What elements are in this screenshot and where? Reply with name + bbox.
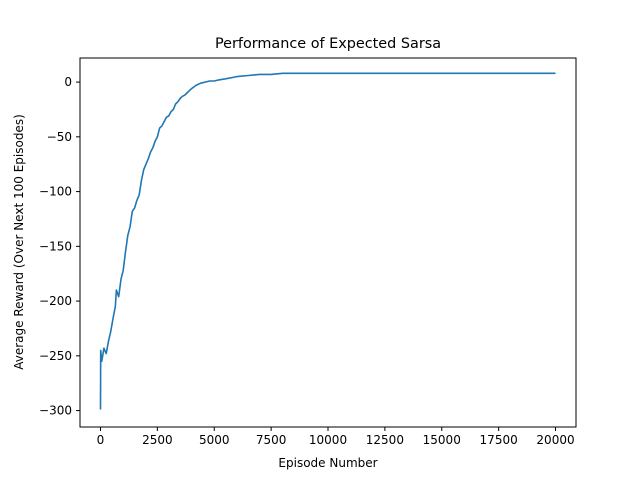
y-tick-label: 0 [64, 75, 72, 89]
x-tick-label: 10000 [309, 433, 347, 447]
x-tick-label: 15000 [423, 433, 461, 447]
y-tick-label: −150 [39, 239, 72, 253]
x-tick-label: 12500 [366, 433, 404, 447]
y-tick-label: −100 [39, 185, 72, 199]
y-axis-label: Average Reward (Over Next 100 Episodes) [12, 114, 26, 370]
x-tick-label: 20000 [536, 433, 574, 447]
x-tick-label: 0 [97, 433, 105, 447]
y-tick-label: −250 [39, 349, 72, 363]
x-tick-label: 5000 [199, 433, 230, 447]
chart-title: Performance of Expected Sarsa [215, 36, 441, 52]
plot-area [99, 72, 556, 410]
series-line [99, 72, 556, 410]
x-axis-label: Episode Number [278, 456, 377, 470]
axes-frame [79, 57, 577, 428]
x-tick-label: 2500 [142, 433, 173, 447]
y-axis-ticks: −300 −250 −200 −150 −100 −50 0 [39, 75, 80, 418]
y-tick-label: −50 [47, 130, 72, 144]
y-tick-label: −200 [39, 294, 72, 308]
x-tick-label: 7500 [256, 433, 287, 447]
y-tick-label: −300 [39, 404, 72, 418]
x-tick-label: 17500 [480, 433, 518, 447]
x-axis-ticks: 0 2500 5000 7500 10000 12500 15000 17500 20000 [97, 427, 575, 447]
